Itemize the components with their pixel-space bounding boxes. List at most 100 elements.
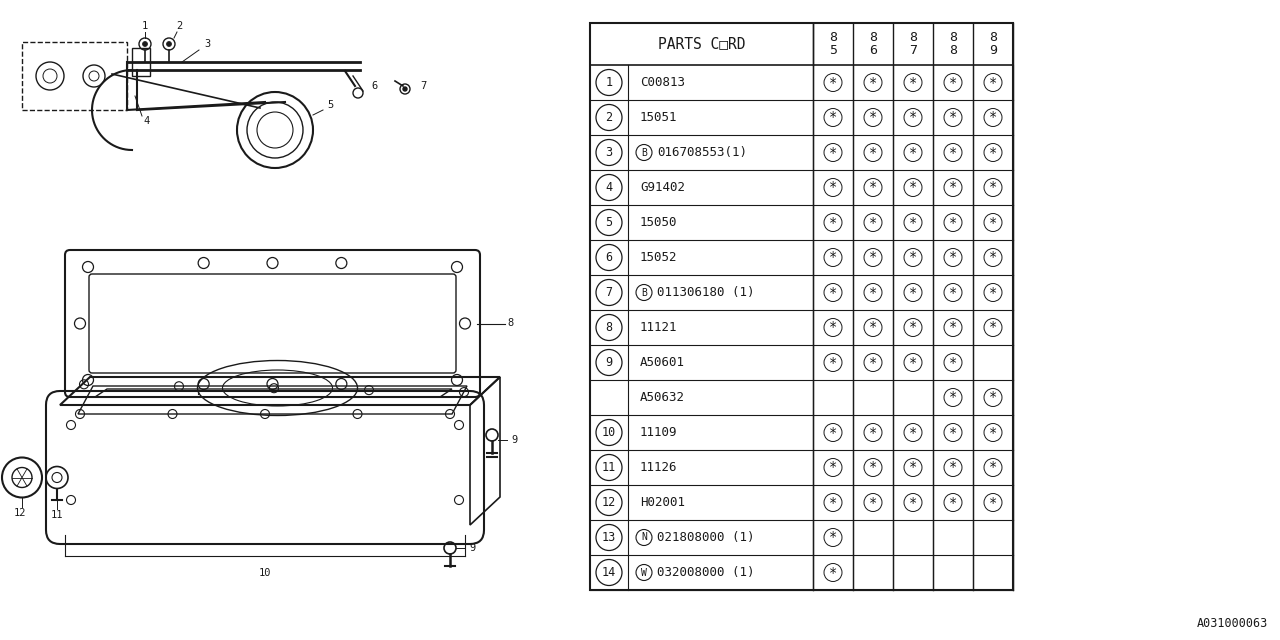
Text: 7: 7 xyxy=(420,81,426,91)
Text: *: * xyxy=(829,111,837,125)
Text: N: N xyxy=(641,532,646,543)
Circle shape xyxy=(166,42,172,47)
Text: *: * xyxy=(989,495,997,509)
Text: *: * xyxy=(989,461,997,474)
Text: 8
5: 8 5 xyxy=(829,31,837,57)
Text: 15050: 15050 xyxy=(640,216,677,229)
Text: *: * xyxy=(869,180,877,195)
Circle shape xyxy=(142,42,147,47)
Text: *: * xyxy=(869,321,877,335)
Text: 11109: 11109 xyxy=(640,426,677,439)
Text: 2: 2 xyxy=(175,21,182,31)
Text: 9: 9 xyxy=(511,435,517,445)
Text: *: * xyxy=(909,76,918,90)
Text: *: * xyxy=(909,355,918,369)
Text: 032008000 (1): 032008000 (1) xyxy=(657,566,754,579)
Text: 016708553(1): 016708553(1) xyxy=(657,146,748,159)
Text: 4: 4 xyxy=(605,181,613,194)
Text: *: * xyxy=(829,566,837,579)
Text: PARTS C□RD: PARTS C□RD xyxy=(658,36,745,51)
Text: *: * xyxy=(989,145,997,159)
Text: *: * xyxy=(909,180,918,195)
Text: *: * xyxy=(829,180,837,195)
Text: W: W xyxy=(641,568,646,577)
Text: *: * xyxy=(989,111,997,125)
Text: *: * xyxy=(948,285,957,300)
Text: *: * xyxy=(909,426,918,440)
Text: 12: 12 xyxy=(14,509,27,518)
Text: 6: 6 xyxy=(372,81,378,91)
Text: *: * xyxy=(948,216,957,230)
Text: B: B xyxy=(641,287,646,298)
Text: 011306180 (1): 011306180 (1) xyxy=(657,286,754,299)
Text: 3: 3 xyxy=(204,39,210,49)
Text: *: * xyxy=(829,285,837,300)
Text: 15051: 15051 xyxy=(640,111,677,124)
Text: *: * xyxy=(829,355,837,369)
Text: *: * xyxy=(989,76,997,90)
Text: *: * xyxy=(948,250,957,264)
Text: 13: 13 xyxy=(602,531,616,544)
Text: 9: 9 xyxy=(605,356,613,369)
Text: *: * xyxy=(948,180,957,195)
Text: *: * xyxy=(829,76,837,90)
Text: 14: 14 xyxy=(602,566,616,579)
Text: 1: 1 xyxy=(142,21,148,31)
Text: 15052: 15052 xyxy=(640,251,677,264)
Text: *: * xyxy=(909,145,918,159)
Text: *: * xyxy=(869,461,877,474)
Text: 8: 8 xyxy=(507,319,513,328)
Text: *: * xyxy=(829,216,837,230)
Text: *: * xyxy=(948,390,957,404)
Text: *: * xyxy=(948,495,957,509)
Text: *: * xyxy=(829,461,837,474)
Text: *: * xyxy=(989,426,997,440)
Text: *: * xyxy=(909,495,918,509)
Text: 021808000 (1): 021808000 (1) xyxy=(657,531,754,544)
Text: *: * xyxy=(829,531,837,545)
Text: *: * xyxy=(909,285,918,300)
Text: *: * xyxy=(989,180,997,195)
Text: *: * xyxy=(989,216,997,230)
Text: *: * xyxy=(829,495,837,509)
Text: *: * xyxy=(869,495,877,509)
Text: *: * xyxy=(948,461,957,474)
Text: 11: 11 xyxy=(602,461,616,474)
Text: 8
7: 8 7 xyxy=(909,31,916,57)
Text: 6: 6 xyxy=(605,251,613,264)
Text: *: * xyxy=(909,321,918,335)
Text: 8
6: 8 6 xyxy=(869,31,877,57)
Text: C00813: C00813 xyxy=(640,76,685,89)
Text: 11: 11 xyxy=(51,511,63,520)
Text: *: * xyxy=(989,285,997,300)
Text: *: * xyxy=(989,321,997,335)
Text: A031000063: A031000063 xyxy=(1197,617,1268,630)
Text: *: * xyxy=(909,461,918,474)
Text: 9: 9 xyxy=(468,543,475,553)
Text: *: * xyxy=(948,76,957,90)
Text: 10: 10 xyxy=(602,426,616,439)
Text: 7: 7 xyxy=(605,286,613,299)
Text: 2: 2 xyxy=(605,111,613,124)
Text: 1: 1 xyxy=(605,76,613,89)
Bar xyxy=(590,23,1012,590)
Text: *: * xyxy=(869,250,877,264)
Text: *: * xyxy=(869,216,877,230)
Text: *: * xyxy=(869,111,877,125)
Text: A50601: A50601 xyxy=(640,356,685,369)
Text: 11121: 11121 xyxy=(640,321,677,334)
Text: 11126: 11126 xyxy=(640,461,677,474)
Text: *: * xyxy=(829,426,837,440)
Text: G91402: G91402 xyxy=(640,181,685,194)
Text: *: * xyxy=(909,250,918,264)
Text: *: * xyxy=(948,111,957,125)
Text: 3: 3 xyxy=(605,146,613,159)
Text: 10: 10 xyxy=(259,568,271,578)
Text: *: * xyxy=(869,426,877,440)
Text: *: * xyxy=(948,426,957,440)
Text: 5: 5 xyxy=(326,100,333,110)
Circle shape xyxy=(403,87,407,91)
Text: *: * xyxy=(948,321,957,335)
Text: *: * xyxy=(989,390,997,404)
Text: *: * xyxy=(829,145,837,159)
